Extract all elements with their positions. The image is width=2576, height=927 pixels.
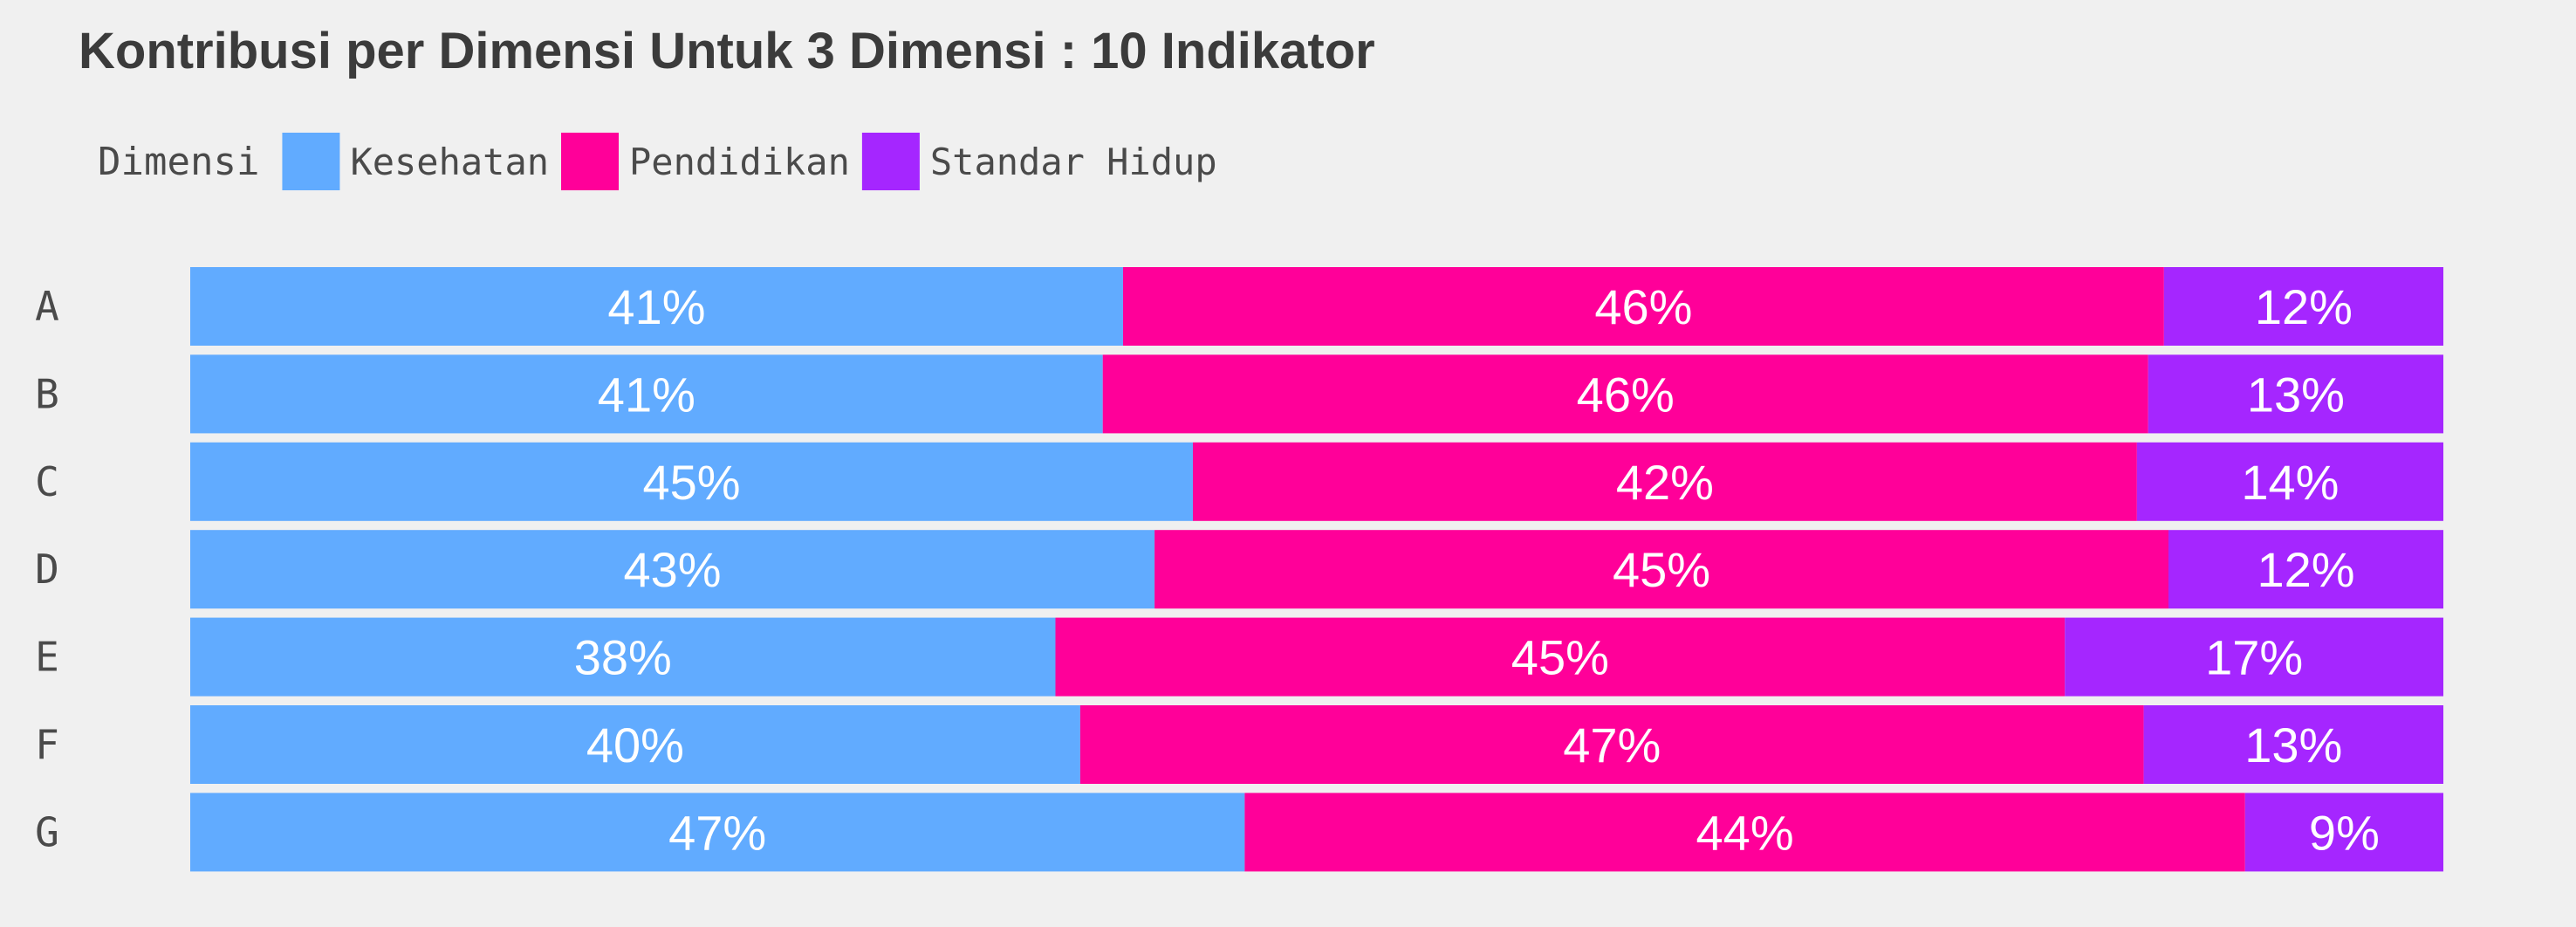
bar-label-F-0: 40%: [586, 718, 684, 772]
bar-C-1: [1192, 442, 2137, 521]
category-label-D: D: [35, 546, 59, 593]
bar-G-2: [2244, 793, 2443, 872]
category-label-F: F: [35, 721, 59, 768]
bar-label-D-1: 45%: [1613, 542, 1710, 597]
bar-A-1: [1122, 267, 2164, 346]
category-label-C: C: [35, 458, 59, 505]
bar-label-A-0: 41%: [607, 279, 705, 334]
bar-label-G-1: 44%: [1696, 805, 1794, 860]
category-label-A: A: [35, 283, 59, 330]
bar-F-2: [2143, 705, 2443, 784]
bar-C-0: [190, 442, 1193, 521]
legend-swatch-0: [282, 133, 340, 190]
bar-label-B-0: 41%: [598, 367, 695, 422]
bar-G-1: [1244, 793, 2245, 872]
bar-B-0: [190, 354, 1103, 434]
bar-C-2: [2136, 442, 2443, 521]
category-label-G: G: [35, 808, 59, 855]
bar-label-C-1: 42%: [1616, 455, 1714, 510]
bar-B-1: [1102, 354, 2148, 434]
bar-D-0: [190, 530, 1155, 609]
bar-E-1: [1055, 617, 2066, 697]
bar-label-C-2: 14%: [2241, 455, 2339, 510]
bars-group: 41% 46% 12% 41% 46% 13% 45% 42% 14% 43% 45% 12% 38% 4…: [190, 267, 2443, 872]
legend-label-1: Pendidikan: [629, 141, 850, 183]
category-label-E: E: [35, 634, 59, 681]
bar-label-A-1: 46%: [1594, 279, 1692, 334]
legend-label-0: Kesehatan: [350, 141, 549, 183]
bar-F-0: [190, 705, 1080, 784]
bar-label-B-2: 13%: [2247, 367, 2345, 422]
bar-label-G-2: 9%: [2309, 805, 2380, 860]
legend-swatch-2: [861, 133, 920, 190]
legend-title: Dimensi: [98, 140, 259, 184]
legend: Dimensi Kesehatan Pendidikan Standar Hidup: [98, 133, 1217, 190]
bar-label-D-0: 43%: [624, 542, 722, 597]
bar-label-G-0: 47%: [668, 805, 766, 860]
bar-A-0: [190, 267, 1123, 346]
bar-label-E-1: 45%: [1511, 630, 1609, 685]
legend-label-2: Standar Hidup: [930, 141, 1217, 183]
bar-G-0: [190, 793, 1245, 872]
bar-F-1: [1079, 705, 2144, 784]
bar-label-D-2: 12%: [2257, 542, 2354, 597]
bar-label-C-0: 45%: [642, 455, 740, 510]
bar-D-1: [1154, 530, 2168, 609]
legend-swatch-1: [561, 133, 620, 190]
bar-label-A-2: 12%: [2255, 279, 2353, 334]
bar-label-B-1: 46%: [1577, 367, 1675, 422]
bar-label-E-0: 38%: [574, 630, 672, 685]
bar-label-F-2: 13%: [2244, 718, 2342, 772]
chart-title: Kontribusi per Dimensi Untuk 3 Dimensi :…: [79, 23, 1375, 79]
bar-B-2: [2148, 354, 2443, 434]
category-label-B: B: [35, 370, 59, 417]
bar-E-0: [190, 617, 1056, 697]
bar-label-E-2: 17%: [2205, 630, 2303, 685]
bar-D-2: [2168, 530, 2443, 609]
bar-E-2: [2065, 617, 2443, 697]
bar-label-F-1: 47%: [1563, 718, 1661, 772]
bar-A-2: [2163, 267, 2443, 346]
